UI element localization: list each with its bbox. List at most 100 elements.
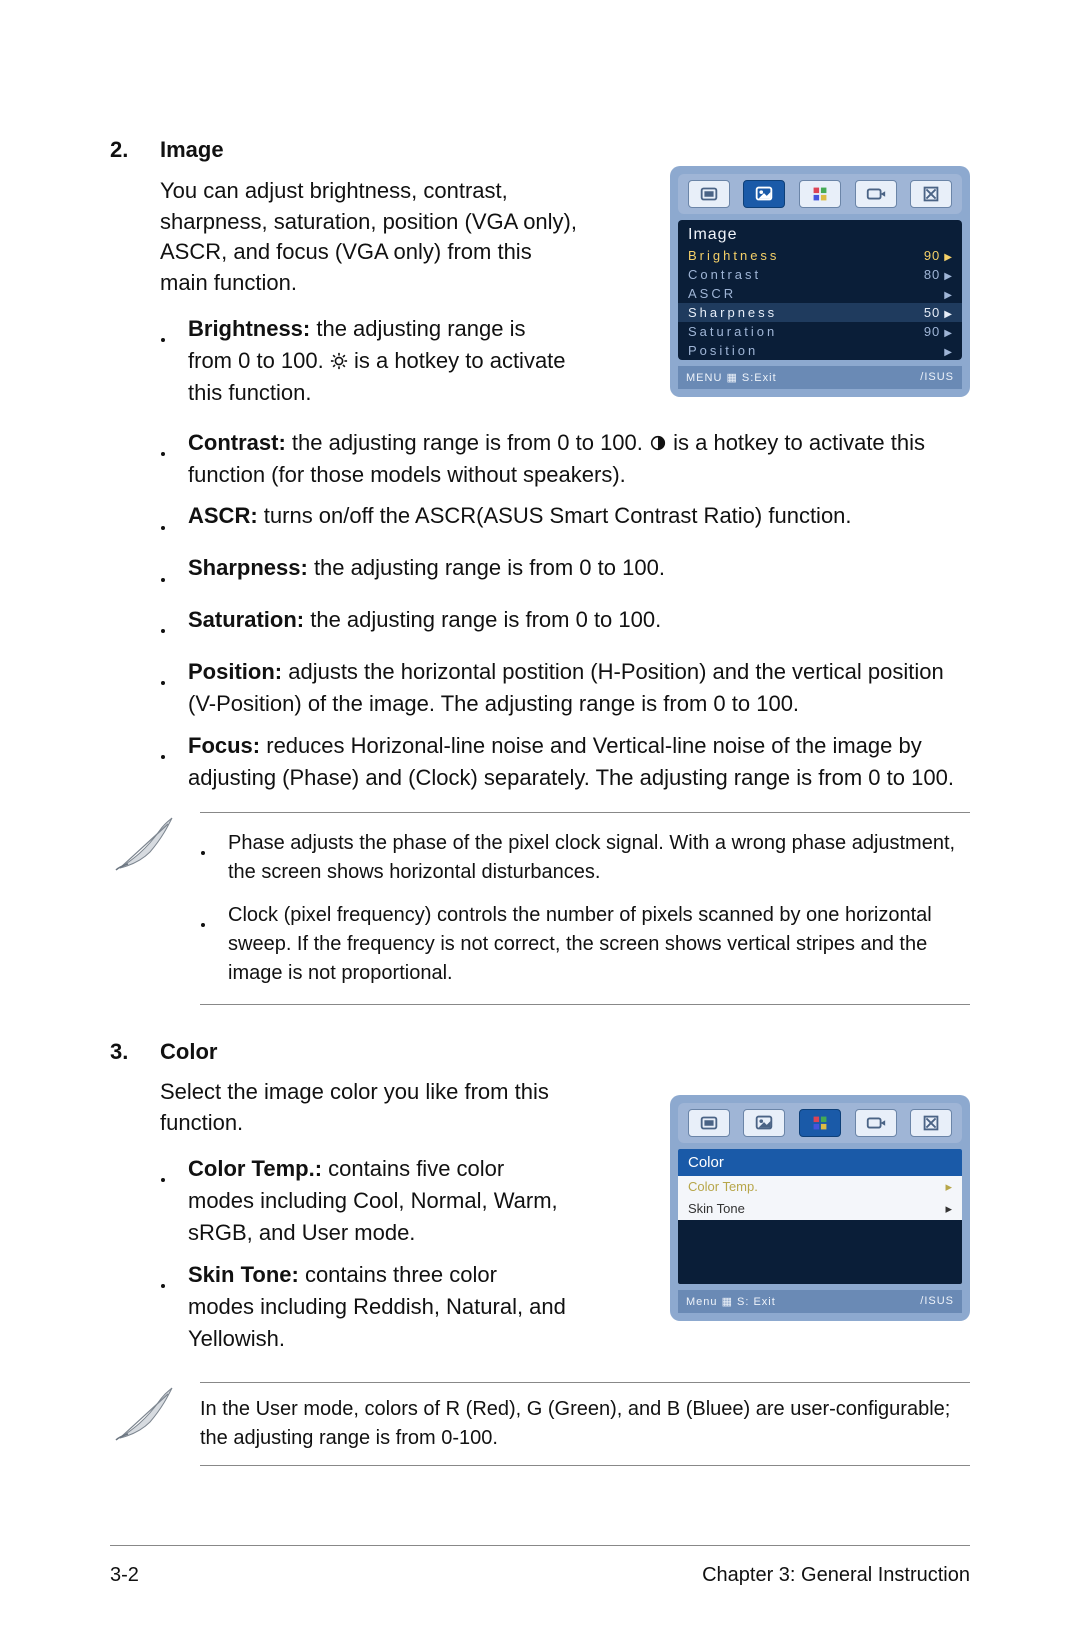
osd-row-label: ASCR	[688, 286, 736, 301]
section-title: Image	[160, 135, 224, 166]
osd-row-arrow-icon: ▸	[945, 1179, 952, 1195]
image-bullets-narrow: Brightness: the adjusting range is from …	[160, 313, 654, 409]
section-number: 2.	[110, 135, 140, 166]
list-item-body: Sharpness: the adjusting range is from 0…	[188, 552, 970, 594]
color-note-body: In the User mode, colors of R (Red), G (…	[200, 1382, 970, 1466]
osd-tab-1[interactable]	[743, 1109, 785, 1137]
osd-row[interactable]: Sharpness 50▶	[678, 303, 962, 322]
list-item: ASCR: turns on/off the ASCR(ASUS Smart C…	[160, 500, 970, 542]
image-intro-text: You can adjust brightness, contrast, sha…	[160, 176, 580, 299]
osd-row-label: Contrast	[688, 267, 761, 282]
note-item: Clock (pixel frequency) controls the num…	[200, 901, 970, 988]
osd-tabs	[678, 174, 962, 214]
feather-icon	[110, 812, 180, 1005]
osd-row-value: 50▶	[924, 305, 952, 320]
osd-tab-0[interactable]	[688, 1109, 730, 1137]
osd-row[interactable]: Position ▶	[678, 341, 962, 360]
color-note-block: In the User mode, colors of R (Red), G (…	[110, 1382, 970, 1466]
osd-row[interactable]: Color Temp. ▸	[678, 1176, 962, 1198]
section-color: 3. Color Select the image color you like…	[110, 1037, 970, 1467]
list-item: Color Temp.: contains five color modes i…	[160, 1153, 654, 1249]
osd-image-footer: MENU ▦ S:Exit /ISUS	[678, 366, 962, 389]
list-item: Contrast: the adjusting range is from 0 …	[160, 427, 970, 491]
bullet-icon	[200, 901, 206, 988]
section-image-heading: 2. Image	[110, 135, 970, 166]
list-item: Brightness: the adjusting range is from …	[160, 313, 654, 409]
osd-row[interactable]: Saturation 90▶	[678, 322, 962, 341]
feather-icon	[110, 1382, 180, 1466]
section-number: 3.	[110, 1037, 140, 1068]
section-title: Color	[160, 1037, 217, 1068]
bullet-icon	[160, 656, 166, 720]
osd-row-label: Sharpness	[688, 305, 777, 320]
osd-row-value: 90▶	[924, 248, 952, 263]
list-item: Position: adjusts the horizontal postiti…	[160, 656, 970, 720]
note-text: Phase adjusts the phase of the pixel clo…	[228, 829, 970, 887]
list-item-body: Position: adjusts the horizontal postiti…	[188, 656, 970, 720]
osd-footer-right: /ISUS	[920, 371, 954, 384]
bullet-icon	[160, 427, 166, 491]
osd-tab-3[interactable]	[855, 1109, 897, 1137]
osd-tab-4[interactable]	[910, 180, 952, 208]
color-intro-text: Select the image color you like from thi…	[160, 1077, 560, 1139]
osd-row[interactable]: Contrast 80▶	[678, 265, 962, 284]
osd-color-panel: Color Color Temp. ▸ Skin Tone ▸ Menu ▦ S: E…	[670, 1095, 970, 1321]
osd-footer-right: /ISUS	[920, 1295, 954, 1308]
list-item: Sharpness: the adjusting range is from 0…	[160, 552, 970, 594]
osd-color-title: Color	[678, 1149, 962, 1176]
osd-footer-left: Menu ▦ S: Exit	[686, 1295, 776, 1308]
bullet-icon	[160, 500, 166, 542]
bullet-icon	[160, 604, 166, 646]
page-number: 3-2	[110, 1564, 139, 1587]
bullet-icon	[160, 730, 166, 794]
list-item: Skin Tone: contains three color modes in…	[160, 1259, 654, 1355]
osd-row-label: Brightness	[688, 248, 779, 263]
osd-color-footer: Menu ▦ S: Exit /ISUS	[678, 1290, 962, 1313]
image-note-block: Phase adjusts the phase of the pixel clo…	[110, 812, 970, 1005]
osd-tab-4[interactable]	[910, 1109, 952, 1137]
bullet-icon	[160, 313, 166, 409]
osd-row-label: Color Temp.	[688, 1179, 758, 1195]
image-notes: Phase adjusts the phase of the pixel clo…	[200, 812, 970, 1005]
bullet-icon	[160, 1259, 166, 1355]
list-item-body: Saturation: the adjusting range is from …	[188, 604, 970, 646]
osd-row-label: Saturation	[688, 324, 777, 339]
osd-row-label: Position	[688, 343, 758, 358]
osd-row-value: 90▶	[924, 324, 952, 339]
page-footer: 3-2 Chapter 3: General Instruction	[110, 1545, 970, 1587]
osd-tabs	[678, 1103, 962, 1143]
bullet-icon	[200, 829, 206, 887]
bullet-icon	[160, 552, 166, 594]
note-item: Phase adjusts the phase of the pixel clo…	[200, 829, 970, 887]
list-item-body: Skin Tone: contains three color modes in…	[188, 1259, 568, 1355]
osd-row[interactable]: Brightness 90▶	[678, 246, 962, 265]
list-item-body: Contrast: the adjusting range is from 0 …	[188, 427, 970, 491]
osd-image-title: Image	[678, 220, 962, 246]
section-color-heading: 3. Color	[110, 1037, 970, 1068]
chapter-label: Chapter 3: General Instruction	[702, 1564, 970, 1587]
osd-row-value: 80▶	[924, 267, 952, 282]
list-item: Saturation: the adjusting range is from …	[160, 604, 970, 646]
osd-footer-left: MENU ▦ S:Exit	[686, 371, 777, 384]
list-item-body: Brightness: the adjusting range is from …	[188, 313, 568, 409]
osd-tab-3[interactable]	[855, 180, 897, 208]
osd-row[interactable]: Skin Tone ▸	[678, 1198, 962, 1220]
osd-row[interactable]: ASCR ▶	[678, 284, 962, 303]
osd-row-value: ▶	[940, 286, 952, 301]
osd-row-arrow-icon: ▸	[945, 1201, 952, 1217]
color-note-text: In the User mode, colors of R (Red), G (…	[200, 1395, 970, 1453]
osd-tab-0[interactable]	[688, 180, 730, 208]
list-item-body: Color Temp.: contains five color modes i…	[188, 1153, 568, 1249]
list-item-body: Focus: reduces Horizonal-line noise and …	[188, 730, 970, 794]
osd-tab-1[interactable]	[743, 180, 785, 208]
bullet-icon	[160, 1153, 166, 1249]
color-bullets: Color Temp.: contains five color modes i…	[160, 1153, 654, 1354]
osd-image-panel: Image Brightness 90▶ Contrast 80▶ ASCR ▶ Sharp…	[670, 166, 970, 397]
osd-row-value: ▶	[940, 343, 952, 358]
osd-tab-2[interactable]	[799, 180, 841, 208]
osd-row-label: Skin Tone	[688, 1201, 745, 1217]
image-bullets-wide: Contrast: the adjusting range is from 0 …	[160, 427, 970, 794]
list-item: Focus: reduces Horizonal-line noise and …	[160, 730, 970, 794]
list-item-body: ASCR: turns on/off the ASCR(ASUS Smart C…	[188, 500, 970, 542]
osd-tab-2[interactable]	[799, 1109, 841, 1137]
